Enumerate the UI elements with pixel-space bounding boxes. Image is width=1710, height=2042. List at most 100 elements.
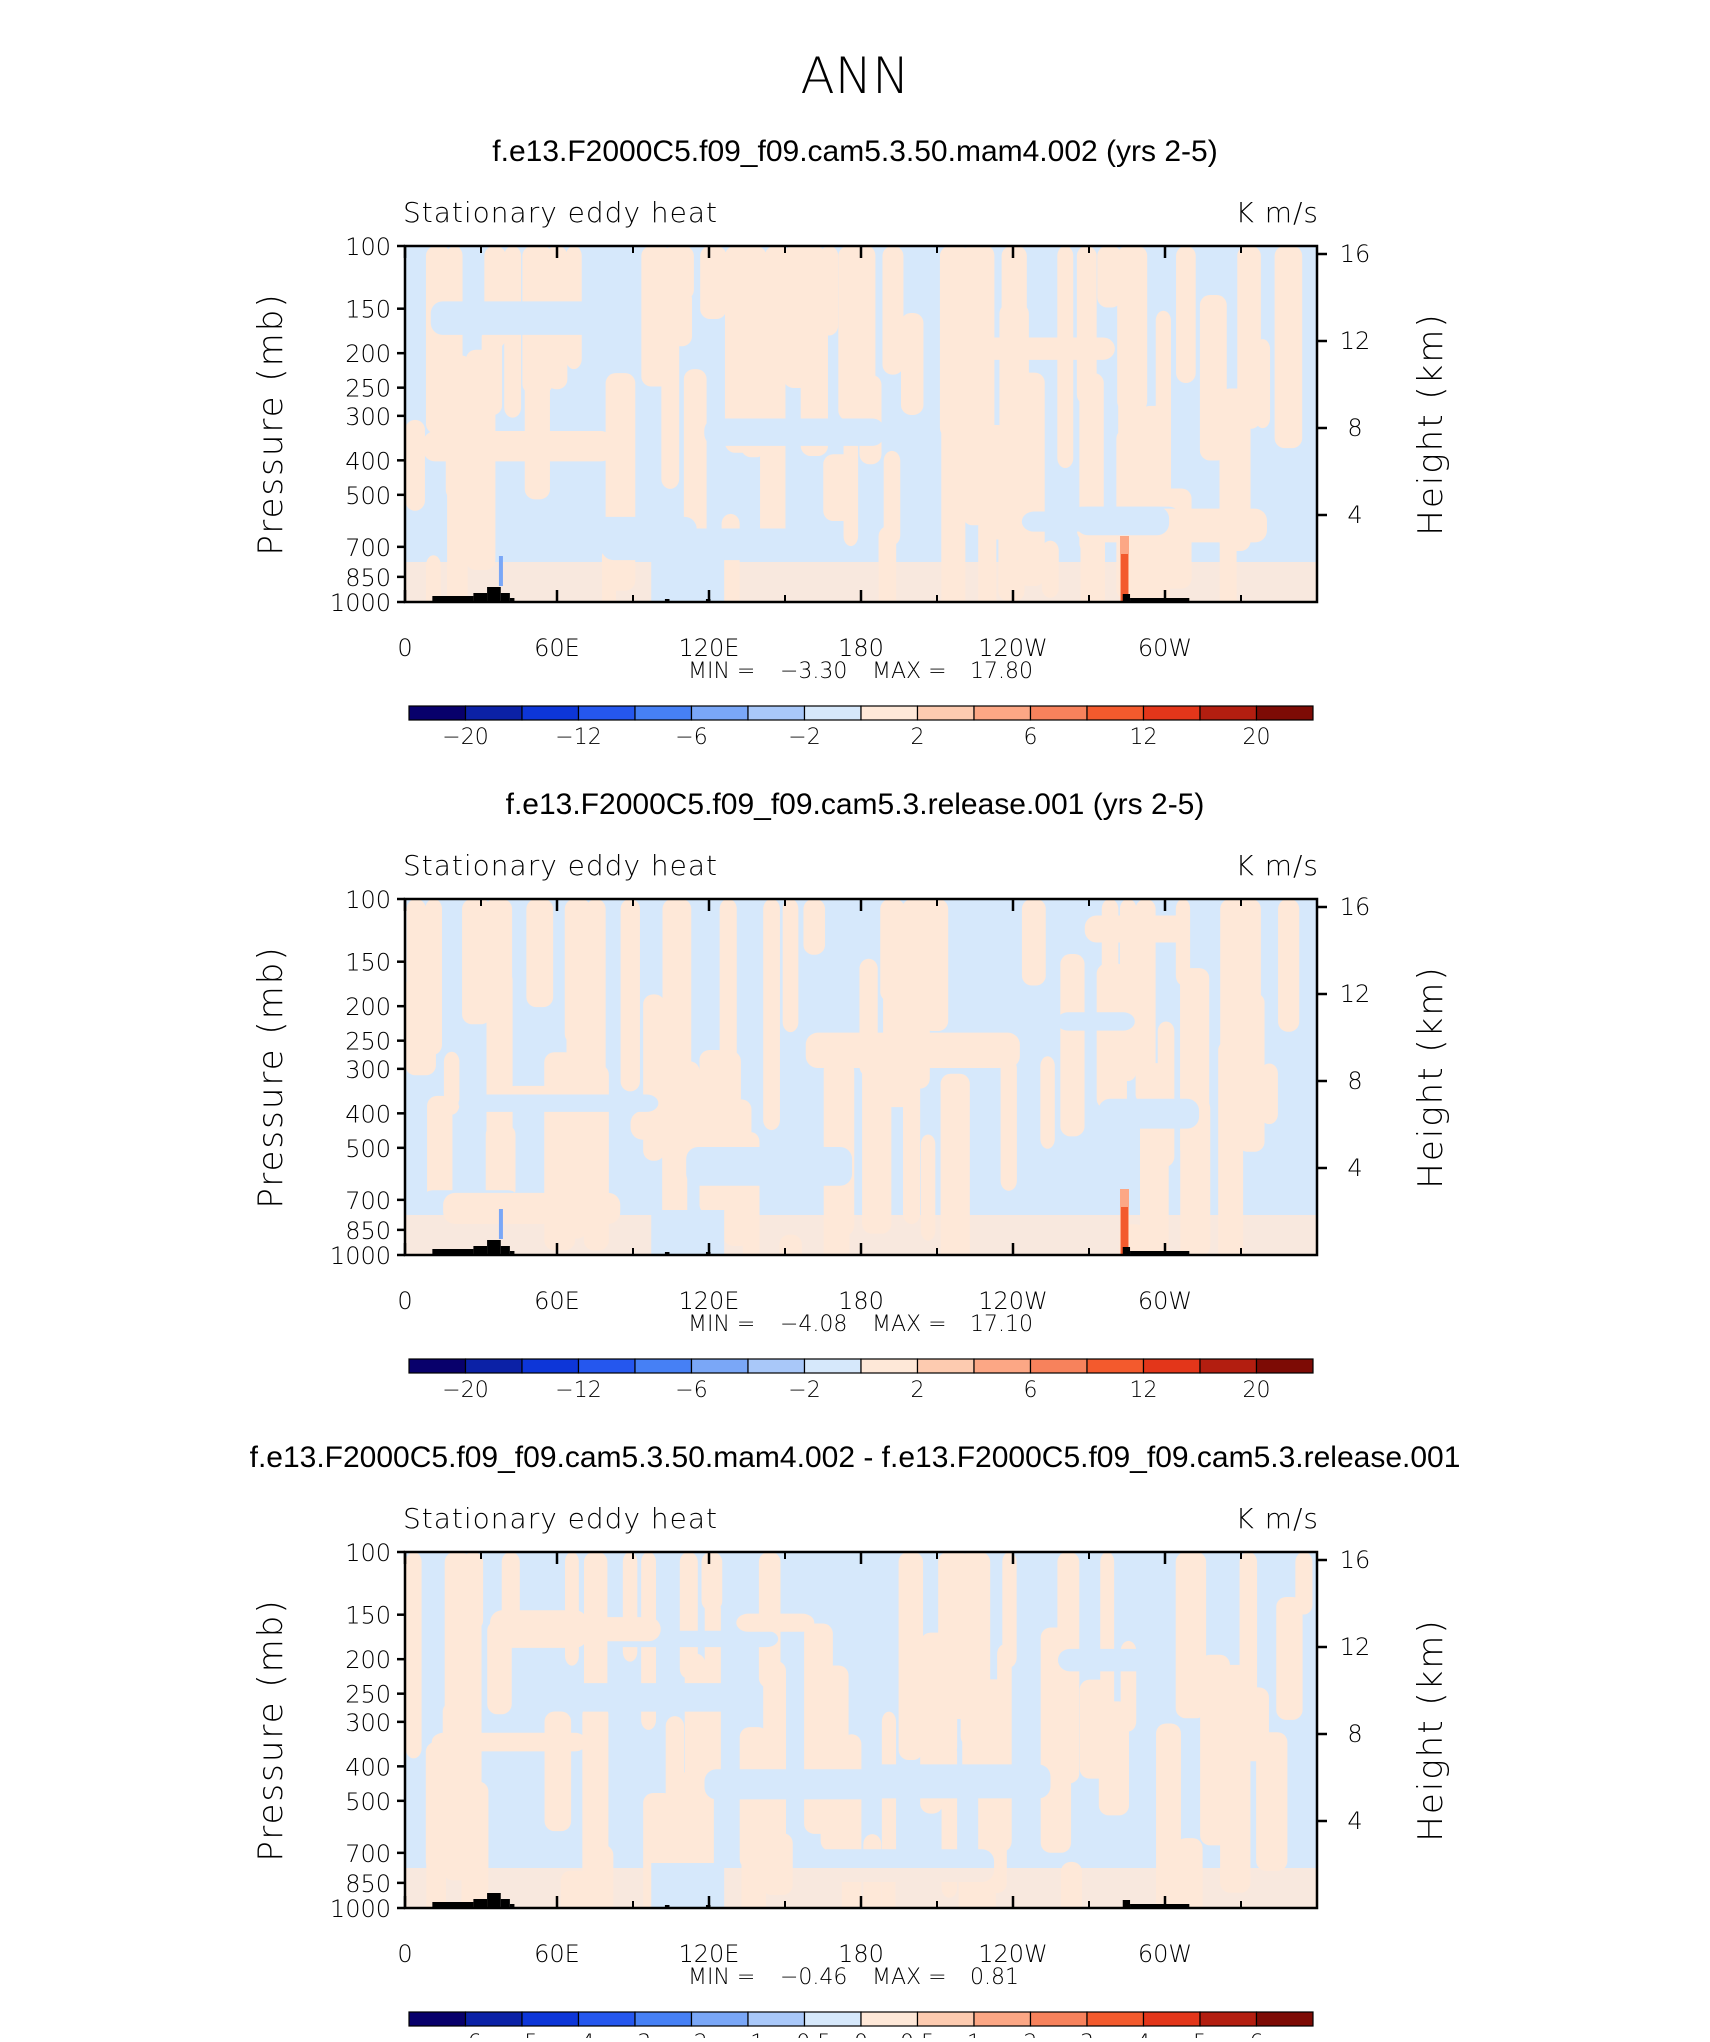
field-patch-positive	[820, 1665, 849, 1852]
page-title: ANN	[800, 47, 909, 105]
field-patch-positive	[485, 1124, 516, 1200]
field-patch-positive	[898, 1552, 924, 1760]
orography-block	[500, 1899, 510, 1908]
x-tick-label: 60W	[1138, 634, 1192, 662]
field-patch-positive	[660, 289, 693, 347]
colorbar-label: 1	[967, 2031, 981, 2038]
field-patch-positive	[465, 1614, 482, 1824]
field-tongue	[1098, 1098, 1200, 1129]
field-patch-positive	[803, 899, 826, 955]
orography-block	[664, 1905, 670, 1908]
colorbar-label: 3	[1080, 2031, 1094, 2038]
y-tick-label: 850	[345, 564, 391, 592]
colorbar-box	[803, 2011, 862, 2027]
field-patch-positive	[481, 327, 503, 416]
colorbar-box	[860, 2011, 919, 2027]
colorbar-label: 0.5	[900, 2031, 935, 2038]
y-tick-label: 700	[345, 534, 391, 562]
y2-tick-label: 8	[1347, 1067, 1362, 1095]
y-tick-label: 500	[345, 482, 391, 510]
colorbar-box	[1029, 1358, 1088, 1374]
field-patch-positive	[1076, 246, 1097, 405]
field-tongue	[431, 1732, 587, 1752]
x-tick-label: 0	[397, 634, 412, 662]
field-patch-positive	[722, 1051, 741, 1112]
field-patch-positive	[765, 1253, 780, 1255]
colorbar-box	[690, 2011, 749, 2027]
field-patch-positive	[1098, 1701, 1129, 1816]
x-tick-label: 180	[838, 1287, 884, 1315]
orography-block	[1122, 1247, 1131, 1255]
field-patch-positive	[801, 246, 826, 329]
y-axis-label: Pressure (mb)	[251, 945, 291, 1208]
field-patch-positive	[680, 1061, 700, 1158]
colorbar-label: −1	[732, 2031, 764, 2038]
panel-1: f.e13.F2000C5.f09_f09.cam5.3.50.mam4.002…	[251, 135, 1451, 750]
field-patch-positive	[620, 899, 640, 1092]
x-tick-label: 120E	[679, 1940, 740, 1968]
field-patch-positive	[447, 471, 468, 602]
y-tick-label: 850	[345, 1217, 391, 1245]
colorbar-box	[973, 1358, 1032, 1374]
colorbar-label: 6	[1024, 725, 1038, 750]
x-tick-label: 180	[838, 1940, 884, 1968]
colorbar-box	[747, 2011, 806, 2027]
field-tongue	[704, 1769, 880, 1800]
field-patch-positive	[564, 899, 591, 1045]
field-tongue	[736, 1613, 815, 1632]
orography-block	[1122, 594, 1131, 602]
y2-tick-label: 16	[1340, 1546, 1371, 1574]
positive-maximum-inner	[1121, 554, 1129, 602]
colorbar-box	[916, 705, 975, 721]
colorbar-label: −0.5	[778, 2031, 831, 2038]
field-patch-positive	[1000, 1058, 1017, 1191]
field-patch-positive	[1021, 899, 1046, 986]
colorbar-label: 20	[1243, 725, 1271, 750]
y-tick-label: 400	[345, 1100, 391, 1128]
field-patch-positive	[763, 1660, 786, 1877]
colorbar-box	[1029, 2011, 1088, 2027]
field-patch-positive	[700, 246, 727, 320]
colorbar-box	[1199, 2011, 1258, 2027]
colorbar-box	[860, 705, 919, 721]
field-patch-positive	[462, 899, 491, 1025]
y2-tick-label: 8	[1347, 414, 1362, 442]
orography-block	[509, 1251, 515, 1255]
field-patch-positive	[883, 450, 901, 546]
colorbar-box	[634, 1358, 693, 1374]
orography-block	[664, 599, 670, 602]
field-patch-positive	[1002, 1552, 1017, 1668]
field-patch-positive	[941, 399, 966, 602]
field-patch-positive	[683, 369, 707, 560]
orography-block	[1130, 1904, 1190, 1908]
x-tick-label: 60E	[534, 1940, 580, 1968]
x-tick-label: 120E	[679, 634, 740, 662]
field-patch-positive	[939, 1685, 958, 1757]
y-tick-label: 500	[345, 1788, 391, 1816]
field-patch-positive	[1239, 1552, 1258, 1722]
field-patch-positive	[1260, 1063, 1278, 1125]
field-patch-positive	[859, 246, 876, 408]
field-tongue	[940, 337, 1115, 360]
colorbar-label: −3	[619, 2031, 651, 2038]
field-tongue	[704, 418, 885, 446]
y-tick-label: 100	[345, 886, 391, 914]
y-tick-label: 200	[345, 340, 391, 368]
colorbar-box	[803, 705, 862, 721]
colorbar-label: 20	[1243, 1378, 1271, 1403]
colorbar-label: −5	[506, 2031, 538, 2038]
colorbar-box	[916, 2011, 975, 2027]
field-surface-gap	[651, 1863, 725, 1908]
x-tick-label: 60E	[534, 1287, 580, 1315]
left-string: Stationary eddy heat	[403, 849, 718, 882]
y2-tick-label: 16	[1340, 240, 1371, 268]
colorbar-box	[803, 1358, 862, 1374]
colorbar-label: 2	[911, 1378, 925, 1403]
colorbar-box	[521, 2011, 580, 2027]
colorbar-box	[690, 705, 749, 721]
y-tick-label: 300	[345, 1056, 391, 1084]
field-patch-positive	[997, 1644, 1012, 1851]
panel-title: f.e13.F2000C5.f09_f09.cam5.3.50.mam4.002…	[492, 135, 1217, 168]
field-patch-positive	[1155, 310, 1171, 533]
